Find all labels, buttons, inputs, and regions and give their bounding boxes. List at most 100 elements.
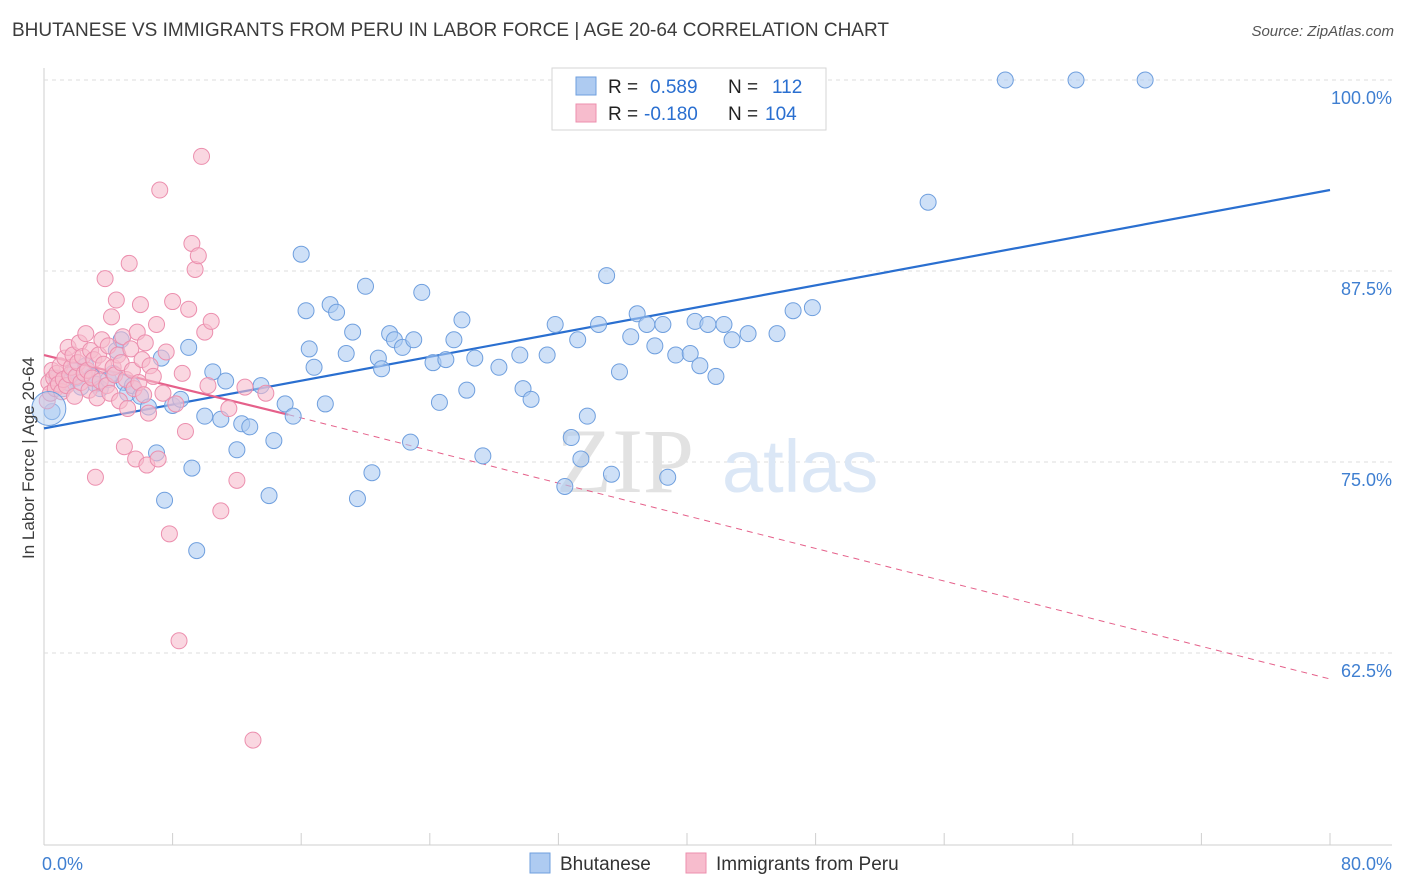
point-peru — [202, 312, 220, 330]
point-bhutanese — [538, 346, 556, 364]
point-bhutanese — [715, 315, 733, 333]
point-bhutanese — [667, 346, 685, 364]
y-tick-label: 75.0% — [1341, 470, 1392, 490]
point-bhutanese — [196, 407, 214, 425]
point-bhutanese — [437, 351, 455, 369]
point-bhutanese — [156, 491, 174, 509]
point-peru — [189, 247, 207, 265]
stats-r-value-pink: -0.180 — [644, 104, 698, 125]
point-bhutanese — [646, 337, 664, 355]
point-bhutanese — [305, 358, 323, 376]
point-peru — [180, 300, 198, 318]
x-tick-label-min: 0.0% — [42, 854, 83, 874]
point-bhutanese — [430, 393, 448, 411]
point-peru — [170, 632, 188, 650]
point-peru — [193, 147, 211, 165]
point-peru — [151, 181, 169, 199]
point-bhutanese — [768, 325, 786, 343]
point-bhutanese — [610, 363, 628, 381]
point-bhutanese — [556, 477, 574, 495]
y-tick-label: 62.5% — [1341, 661, 1392, 681]
x-ticks — [43, 833, 1331, 845]
y-axis-label: In Labor Force | Age 20-64 — [19, 357, 38, 559]
point-bhutanese — [562, 429, 580, 447]
stats-legend: R = 0.589 N = 112 R = -0.180 N = 104 — [551, 67, 827, 131]
trend-line-peru-extension — [288, 414, 1331, 680]
point-bhutanese — [453, 311, 471, 329]
point-bhutanese — [474, 447, 492, 465]
point-bhutanese — [458, 381, 476, 399]
chart-title: BHUTANESE VS IMMIGRANTS FROM PERU IN LAB… — [12, 20, 889, 41]
y-tick-labels: 100.0% 87.5% 75.0% 62.5% — [1331, 88, 1392, 681]
point-bhutanese — [659, 468, 677, 486]
point-peru — [66, 387, 84, 405]
series-legend: Bhutanese Immigrants from Peru — [529, 852, 899, 875]
data-points — [31, 71, 1154, 749]
point-bhutanese — [413, 283, 431, 301]
point-bhutanese — [357, 277, 374, 295]
point-bhutanese-cluster — [31, 391, 67, 427]
point-peru — [160, 525, 178, 543]
point-bhutanese — [546, 315, 564, 333]
point-peru — [135, 386, 153, 404]
point-peru — [131, 296, 149, 314]
point-peru — [212, 502, 230, 520]
point-peru — [154, 384, 172, 402]
point-bhutanese — [602, 465, 620, 483]
point-peru — [167, 395, 185, 413]
watermark-atlas: atlas — [722, 425, 878, 508]
point-peru — [149, 450, 167, 468]
grid-lines — [44, 79, 1392, 654]
point-bhutanese — [1067, 71, 1085, 89]
point-bhutanese — [598, 267, 616, 285]
x-tick-label-max: 80.0% — [1341, 854, 1392, 874]
point-bhutanese — [784, 302, 802, 320]
point-bhutanese — [405, 331, 423, 349]
point-bhutanese — [681, 345, 699, 363]
point-peru — [157, 343, 175, 361]
trend-line-bhutanese — [43, 188, 1331, 430]
point-peru — [176, 422, 194, 440]
point-bhutanese — [569, 331, 587, 349]
point-bhutanese — [1136, 71, 1154, 89]
point-peru — [173, 364, 191, 382]
point-bhutanese — [260, 487, 278, 505]
point-bhutanese — [628, 305, 646, 323]
point-peru — [199, 377, 217, 395]
point-bhutanese — [654, 315, 672, 333]
legend-swatch-bhutanese — [529, 852, 551, 874]
point-bhutanese — [578, 407, 596, 425]
point-peru — [96, 270, 114, 288]
point-peru — [228, 471, 246, 489]
stats-swatch-blue — [575, 76, 597, 96]
stats-r-label-blue: R = — [608, 77, 638, 98]
point-bhutanese — [638, 315, 656, 333]
point-peru — [144, 367, 162, 385]
stats-n-value-pink: 104 — [765, 104, 797, 125]
point-bhutanese — [511, 346, 529, 364]
point-peru — [103, 308, 121, 326]
point-bhutanese — [300, 340, 318, 358]
point-bhutanese — [707, 367, 725, 385]
point-bhutanese — [490, 358, 508, 376]
stats-swatch-pink — [575, 103, 597, 123]
point-bhutanese — [228, 441, 246, 459]
point-bhutanese — [284, 407, 302, 425]
point-bhutanese — [622, 328, 640, 346]
point-peru — [120, 254, 138, 272]
point-bhutanese — [522, 390, 540, 408]
point-bhutanese — [180, 338, 198, 356]
legend-label-peru: Immigrants from Peru — [716, 854, 899, 875]
point-bhutanese — [292, 245, 310, 263]
point-bhutanese — [402, 433, 420, 451]
stats-r-value-blue: 0.589 — [650, 77, 698, 98]
point-peru — [164, 293, 182, 311]
point-bhutanese — [344, 323, 362, 341]
point-peru — [139, 404, 157, 422]
point-bhutanese — [803, 299, 821, 317]
point-bhutanese — [373, 360, 391, 378]
stats-legend-frame — [551, 67, 827, 131]
legend-swatch-peru — [685, 852, 707, 874]
chart-source: Source: ZipAtlas.com — [1251, 23, 1394, 40]
point-bhutanese — [348, 490, 366, 508]
